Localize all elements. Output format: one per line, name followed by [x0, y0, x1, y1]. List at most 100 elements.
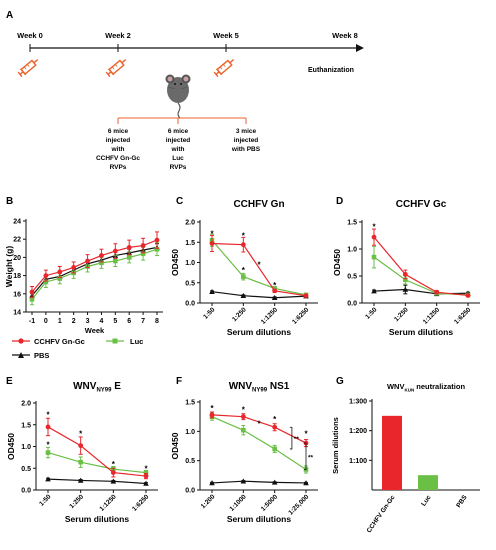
x-tick-label: 1:5000	[260, 493, 280, 513]
data-point	[29, 289, 35, 295]
syringe-icon	[16, 55, 41, 79]
group-pbs-text: 3 mice injected with PBS	[231, 128, 261, 153]
data-point	[143, 480, 149, 486]
data-point	[272, 288, 278, 294]
legend-pbs-marker	[18, 352, 24, 358]
data-point	[371, 254, 377, 260]
svg-text:with: with	[171, 146, 185, 153]
syringe-icon	[104, 55, 129, 79]
series-pbs	[209, 288, 309, 301]
significance-star: *	[210, 404, 214, 413]
data-point	[99, 260, 104, 266]
significance-star: *	[242, 231, 246, 240]
series-pbs	[209, 478, 309, 486]
x-tick-label: 1:1250	[422, 306, 442, 326]
data-point	[126, 255, 132, 260]
series-cchfv	[371, 228, 471, 298]
legend-cchfv-marker	[18, 338, 24, 344]
y-axis-label: OD450	[170, 432, 180, 459]
series-line	[31, 248, 158, 300]
bar-cchfv	[382, 415, 402, 490]
x-tick-label: 5	[113, 318, 117, 325]
mouse-icon	[165, 74, 191, 119]
series-line	[211, 242, 307, 297]
x-tick-label: 1:6250	[453, 306, 473, 326]
data-point	[154, 246, 160, 252]
chart-c: 0.0 0.5 1.0 1.5 2.0 1:50 1:250 1:1250 1:6250Seru…	[170, 220, 318, 337]
timeline-week5-label: Week 5	[213, 31, 239, 40]
x-axis-label: Serum dilutions	[227, 327, 292, 337]
series-line	[373, 236, 469, 297]
x-tick-label: 1:50	[38, 493, 52, 507]
series-line	[211, 414, 307, 444]
y-axis-label: OD450	[332, 249, 342, 276]
legend-pbs-label: PBS	[34, 351, 49, 360]
chart-f: 0.00.51.01.51:200 1:1000 1:5000 1:25,000Ser…	[170, 400, 318, 524]
legend: CCHFV Gn-Gc Luc PBS	[12, 337, 143, 360]
x-tick-label: 1	[58, 318, 62, 325]
svg-text:with PBS: with PBS	[231, 146, 261, 153]
y-tick-label: 0.5	[185, 280, 195, 287]
data-point	[241, 427, 246, 433]
data-point	[154, 237, 160, 243]
chart-b: 14 16 18 20 22 24 -1 0 1 2 3 4 5 6 7 8 Week Weight (g)	[4, 219, 163, 335]
series-cchfv	[209, 411, 309, 448]
data-point	[209, 241, 215, 246]
chart-g: 1:300 1:200 1:100 CCHFV Gn-Gc Luc PBS Serum di…	[331, 399, 480, 534]
svg-text:6 mice: 6 mice	[168, 128, 189, 135]
series-line	[31, 239, 158, 293]
data-point	[402, 271, 408, 277]
svg-text:RVPs: RVPs	[110, 164, 127, 171]
series-cchfv	[29, 231, 160, 298]
data-point	[303, 480, 309, 486]
series-cchfv	[45, 417, 149, 480]
panel-letter-b: B	[6, 196, 13, 207]
series-line	[211, 416, 307, 470]
bar-luc	[418, 475, 438, 490]
legend-cchfv-label: CCHFV Gn-Gc	[34, 337, 85, 346]
series-cchfv	[209, 234, 309, 299]
x-tick-label: 1:250	[231, 306, 248, 323]
y-tick-label: 24	[13, 219, 21, 226]
data-point	[271, 479, 278, 485]
legend-luc-marker	[112, 338, 118, 344]
y-tick-label: 0.5	[347, 274, 357, 281]
significance-star: *	[46, 440, 50, 449]
data-point	[240, 242, 246, 248]
chart-e: 0.0 0.5 1.0 1.5 2.0 1:50 1:250 1:1250 1:6250Seru…	[6, 401, 158, 524]
significance-star: *	[273, 415, 277, 424]
data-point	[240, 292, 247, 299]
data-point	[85, 258, 90, 264]
panel-letter-d: D	[336, 196, 343, 207]
svg-text:6 mice: 6 mice	[108, 128, 129, 135]
data-point	[112, 248, 118, 254]
y-tick-label: 0.5	[21, 466, 31, 473]
svg-text:Luc: Luc	[172, 155, 184, 162]
data-point	[303, 293, 309, 299]
y-tick-label: 1.0	[21, 444, 31, 451]
data-point	[240, 478, 247, 484]
y-tick-label: 16	[13, 291, 21, 298]
group-cchfv-text: 6 mice injected with CCHFV Gn-Gc RVPs	[96, 128, 140, 171]
timeline-panel: Week 0 Week 2 Week 5 Week 8 Euthanizatio…	[16, 31, 364, 171]
y-tick-label: 1.5	[21, 422, 31, 429]
y-tick-label: 1.5	[185, 400, 195, 407]
series-luc	[371, 245, 471, 298]
data-point	[45, 424, 51, 430]
significance-bracket	[304, 442, 307, 470]
data-point	[209, 288, 215, 294]
data-point	[209, 412, 215, 418]
panel-letter-g: G	[336, 376, 344, 387]
data-point	[57, 276, 63, 281]
svg-text:3 mice: 3 mice	[236, 128, 257, 135]
data-point	[140, 243, 146, 248]
series-luc	[45, 446, 149, 476]
panel-letter-e: E	[6, 376, 13, 387]
x-tick-label: 6	[127, 318, 131, 325]
y-tick-label: 1.5	[185, 240, 195, 247]
data-point	[140, 251, 146, 257]
x-tick-label: 1:6250	[131, 493, 151, 513]
data-point	[271, 294, 278, 301]
data-point	[465, 293, 471, 298]
series-line	[47, 478, 147, 485]
